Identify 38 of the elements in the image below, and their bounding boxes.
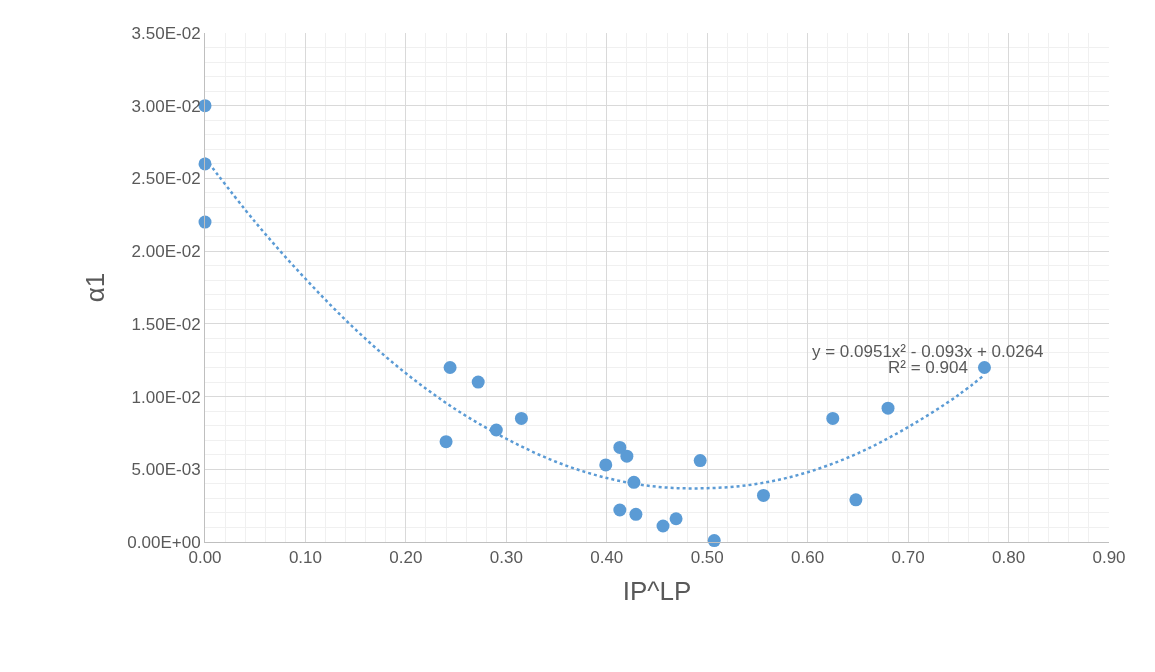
x-tick-label: 0.20: [389, 548, 423, 568]
x-tick-label: 0.70: [891, 548, 925, 568]
x-tick-label: 0.60: [791, 548, 825, 568]
y-tick-label: 1.50E-02: [131, 314, 201, 334]
point: [514, 411, 528, 425]
x-tick-label: 0.50: [690, 548, 724, 568]
annotation: R² = 0.904: [888, 358, 968, 377]
y-tick-label: 3.00E-02: [131, 96, 201, 116]
point: [881, 401, 895, 415]
x-tick-label: 0.40: [590, 548, 624, 568]
x-tick-label: 0.80: [992, 548, 1026, 568]
y-tick-label: 2.00E-02: [131, 242, 201, 262]
point: [443, 360, 457, 374]
point: [756, 488, 770, 502]
point: [826, 411, 840, 425]
y-axis-title: α1: [79, 272, 110, 303]
y-tick-label: 3.50E-02: [131, 23, 201, 43]
annotation: y = 0.0951x² - 0.093x + 0.0264: [812, 342, 1044, 361]
y-tick-label: 1.00E-02: [131, 387, 201, 407]
x-axis-title: IP^LP: [622, 576, 692, 607]
point: [849, 493, 863, 507]
point: [620, 449, 634, 463]
y-tick-label: 2.50E-02: [131, 169, 201, 189]
point: [439, 435, 453, 449]
point: [656, 519, 670, 533]
point: [693, 454, 707, 468]
x-tick-label: 0.90: [1092, 548, 1126, 568]
x-tick-label: 0.30: [489, 548, 523, 568]
point: [707, 534, 721, 548]
point: [613, 503, 627, 517]
point: [629, 507, 643, 521]
x-tick-label: 0.10: [288, 548, 322, 568]
point: [977, 360, 991, 374]
point: [669, 512, 683, 526]
point: [613, 440, 627, 454]
y-tick-label: 5.00E-03: [131, 460, 201, 480]
point: [471, 375, 485, 389]
point: [599, 458, 613, 472]
